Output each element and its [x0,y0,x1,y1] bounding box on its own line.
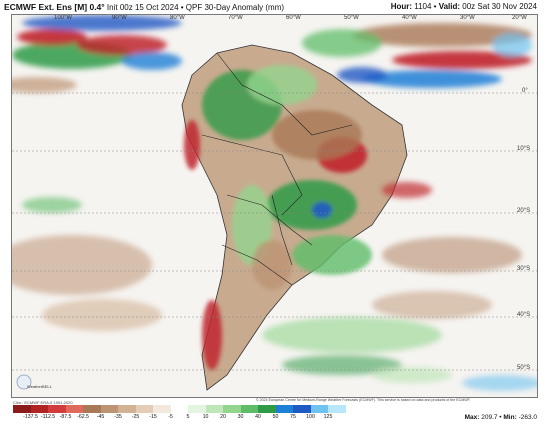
max-min-stats: Max: 209.7 • Min: -263.0 [464,414,537,421]
hour-value: 1104 [414,2,432,11]
colorbar-tick-label: 50 [272,414,279,420]
hour-label: Hour: [390,2,413,11]
lon-label-60w: 60°W [286,15,301,21]
colorbar-swatch [188,405,206,413]
max-value: 209.7 [481,414,498,421]
map-frame: 100°W 90°W 80°W 70°W 60°W 50°W 40°W 30°W… [11,14,538,398]
extratropical-anomalies [12,182,537,391]
title-right: Hour: 1104 • Valid: 00z Sat 30 Nov 2024 [390,2,537,11]
colorbar-swatch [13,405,31,413]
colorbar-swatch [240,405,258,413]
colorbar-tick-label: 10 [202,414,209,420]
colorbar-swatch [328,405,346,413]
ecmwf-credits: © 2024 European Centre for Medium-Range … [256,398,471,402]
anomaly-map [12,15,537,397]
colorbar-swatch [310,405,328,413]
lon-label-30w: 30°W [460,15,475,21]
lon-label-40w: 40°W [402,15,417,21]
lon-label-50w: 50°W [344,15,359,21]
field-name: QPF 30-Day Anomaly (mm) [185,3,285,12]
lat-label-40s: 40°S [517,312,531,318]
colorbar-swatch [205,405,223,413]
colorbar-tick-label: 5 [186,414,190,420]
lon-label-100w: 100°W [54,15,73,21]
colorbar-swatch [48,405,66,413]
colorbar-swatch [153,405,171,413]
max-label: Max: [464,414,480,421]
colorbar-swatch [100,405,118,413]
colorbar-swatch [275,405,293,413]
valid-value: 00z Sat 30 Nov 2024 [462,2,537,11]
tropical-pacific-anomalies [12,15,182,93]
lat-label-20s: 20°S [517,208,531,214]
lon-label-70w: 70°W [228,15,243,21]
colorbar-tick-label: -87.5 [59,414,72,420]
colorbar-tick-label: -5 [168,414,173,420]
colorbar-swatch [293,405,311,413]
climatology-note: Clim.: ECMWF ERA-5 1991-2020 [13,400,73,405]
colorbar-swatch [65,405,83,413]
colorbar-tick-label: -35 [114,414,122,420]
colorbar-tick-label: -112.5 [40,414,56,420]
title-bar: ECMWF Ext. Ens [M] 0.4° Init 00z 15 Oct … [0,0,547,14]
valid-label: Valid: [438,2,461,11]
model-name: ECMWF Ext. Ens [M] 0.4° [4,2,105,12]
colorbar-tick-label: 100 [306,414,315,420]
lon-label-80w: 80°W [170,15,185,21]
colorbar [13,405,346,413]
colorbar-tick-label: 125 [323,414,333,420]
colorbar-swatch [83,405,101,413]
init-time: Init 00z 15 Oct 2024 [106,3,179,12]
logo-text: WeatherBELL [27,384,52,389]
title-left: ECMWF Ext. Ens [M] 0.4° Init 00z 15 Oct … [4,2,285,12]
lon-label-90w: 90°W [112,15,127,21]
lat-label-0: 0° [522,88,528,94]
colorbar-tick-label: 30 [237,414,244,420]
colorbar-tick-label: -25 [131,414,140,420]
lat-label-30s: 30°S [517,266,531,272]
colorbar-swatch [135,405,153,413]
min-value: -263.0 [518,414,537,421]
colorbar-swatch [170,405,188,413]
lat-label-10s: 10°S [517,146,531,152]
colorbar-swatch [223,405,241,413]
graticule [12,92,537,371]
colorbar-swatch [258,405,276,413]
colorbar-tick-label: 20 [220,414,226,420]
colorbar-tick-label: -15 [149,414,157,420]
weatherbell-logo [16,374,32,390]
colorbar-tick-label: -137.5 [23,414,38,420]
colorbar-tick-label: -62.5 [77,414,89,420]
atlantic-itcz-anomalies [302,23,532,88]
colorbar-tick-label: -45 [96,414,105,420]
colorbar-swatch [30,405,48,413]
colorbar-tick-label: 75 [290,414,296,420]
country-borders [201,52,353,286]
min-label: Min: [503,414,517,421]
colorbar-tick-label: 40 [255,414,261,420]
lat-label-50s: 50°S [517,365,531,371]
lon-label-20w: 20°W [512,15,527,21]
colorbar-swatch [118,405,136,413]
